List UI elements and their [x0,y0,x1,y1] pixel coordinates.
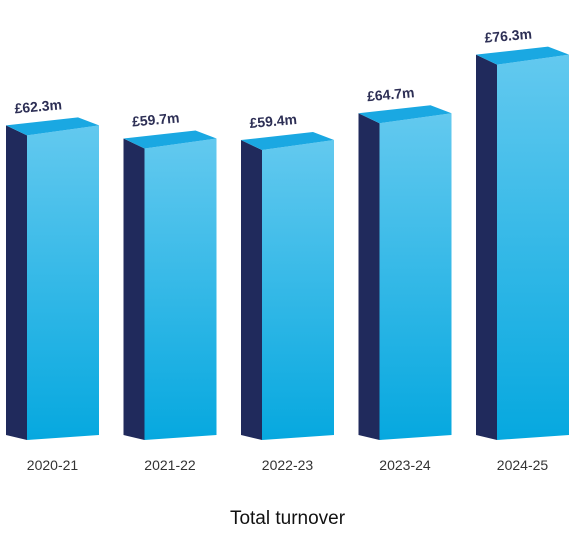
data-label: £62.3m [14,96,63,116]
data-label: £59.7m [131,109,180,129]
bar-side-face [241,140,262,440]
bar-2021-22 [123,130,217,440]
bar-top-face [476,46,569,65]
bar-side-face [6,125,27,440]
bar-2024-25 [476,46,569,441]
bar-top-face [358,105,452,124]
bar-side-face [123,138,145,440]
bar-2020-21 [6,117,99,440]
bar-top-face [241,132,334,151]
x-tick-label: 2023-24 [379,457,431,473]
bar-front-face [497,54,569,441]
bar-2022-23 [241,132,334,440]
data-label: £64.7m [366,84,415,104]
x-tick-label: 2024-25 [497,457,549,473]
data-label: £59.4m [249,111,298,131]
data-label: £76.3m [484,26,533,46]
x-tick-label: 2020-21 [27,457,79,473]
bar-front-face [379,113,452,440]
bar-top-face [123,130,217,149]
bar-front-face [27,125,99,440]
bar-top-face [6,117,99,136]
bar-side-face [476,54,497,441]
chart-title: Total turnover [229,508,346,529]
bar-front-face [262,140,334,440]
bar-side-face [358,113,380,440]
turnover-chart: £62.3m £59.7m £59.4m £64.7m £76.3m 2020-21 20… [6,26,569,473]
bar-front-face [144,138,217,440]
bar-2023-24 [358,105,452,440]
x-tick-label: 2022-23 [262,457,314,473]
x-tick-label: 2021-22 [144,457,196,473]
